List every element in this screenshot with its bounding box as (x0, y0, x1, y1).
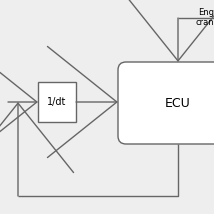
Text: Eng
cran: Eng cran (195, 8, 214, 27)
Text: ECU: ECU (165, 97, 191, 110)
Text: 1/dt: 1/dt (47, 97, 67, 107)
FancyBboxPatch shape (38, 82, 76, 122)
FancyBboxPatch shape (118, 62, 214, 144)
